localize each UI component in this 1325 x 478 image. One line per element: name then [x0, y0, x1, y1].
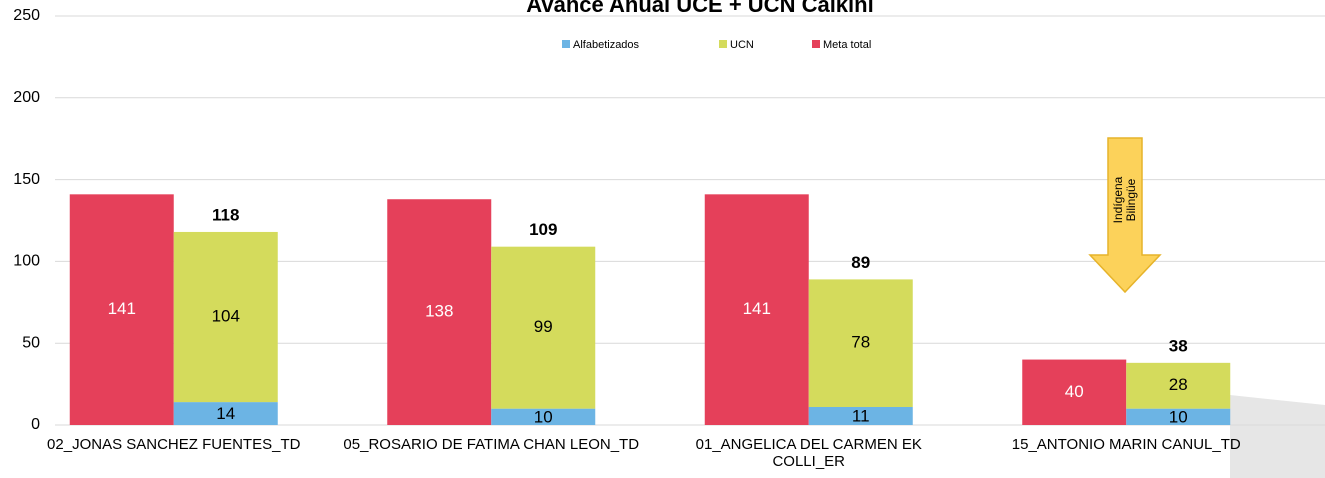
bar	[808, 279, 913, 408]
y-tick-label: 0	[31, 416, 40, 433]
bar	[173, 231, 278, 403]
bar	[491, 246, 596, 409]
total-label: 109	[529, 220, 557, 239]
chart-title: Avance Anual UCE + UCN Calkiní	[526, 0, 874, 17]
bar	[1126, 408, 1231, 425]
x-tick-label: 05_ROSARIO DE FATIMA CHAN LEON_TD	[343, 436, 640, 453]
corner-shape	[1230, 395, 1325, 478]
y-tick-label: 150	[13, 171, 40, 188]
value-label: 40	[1065, 382, 1084, 401]
x-tick-label: 01_ANGELICA DEL CARMEN EK COLLI_ER	[695, 436, 922, 470]
value-label: 10	[1169, 407, 1188, 426]
value-label: 11	[852, 406, 870, 425]
bar	[1022, 359, 1127, 425]
bar	[1126, 362, 1231, 409]
bar	[704, 194, 809, 425]
y-tick-label: 250	[13, 7, 40, 24]
legend-swatch	[562, 40, 570, 48]
y-tick-label: 50	[22, 334, 40, 351]
bar	[173, 402, 278, 425]
legend-label: UCN	[730, 39, 754, 51]
bar	[387, 199, 492, 425]
value-label: 138	[425, 302, 453, 321]
legend-label: Alfabetizados	[573, 39, 640, 51]
value-label: 141	[743, 299, 771, 318]
bar	[808, 407, 913, 425]
value-label: 78	[851, 333, 870, 352]
annotation: Indígena Bilingüe	[1111, 176, 1138, 223]
value-label: 104	[212, 307, 240, 326]
annotation-arrow	[1088, 137, 1162, 294]
bar	[491, 408, 596, 425]
total-label: 89	[851, 253, 870, 272]
x-tick-label: 02_JONAS SANCHEZ FUENTES_TD	[47, 436, 301, 453]
legend-swatch	[812, 40, 820, 48]
value-label: 10	[534, 407, 553, 426]
total-label: 118	[212, 205, 239, 224]
y-tick-label: 200	[13, 89, 40, 106]
annotation-text: Bilingüe	[1124, 178, 1138, 221]
value-label: 28	[1169, 375, 1188, 394]
value-label: 99	[534, 317, 553, 336]
total-label: 38	[1169, 336, 1188, 355]
bar	[69, 194, 174, 425]
legend-label: Meta total	[823, 39, 871, 51]
x-tick-label: 15_ANTONIO MARIN CANUL_TD	[1011, 436, 1241, 453]
value-label: 14	[216, 404, 235, 423]
legend-swatch	[719, 40, 727, 48]
y-tick-label: 100	[13, 253, 40, 270]
annotation-text: Indígena	[1111, 176, 1125, 223]
value-label: 141	[108, 299, 136, 318]
